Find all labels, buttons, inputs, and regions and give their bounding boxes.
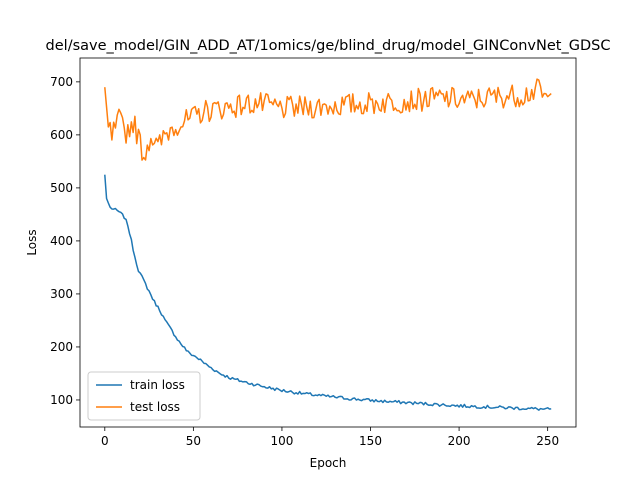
chart-title: del/save_model/GIN_ADD_AT/1omics/ge/blin…	[46, 38, 611, 54]
x-tick-label: 250	[536, 434, 559, 448]
y-tick-label: 200	[50, 340, 73, 354]
legend-label-test-loss: test loss	[130, 400, 180, 414]
y-tick-label: 500	[50, 181, 73, 195]
legend-box	[87, 371, 201, 421]
legend: train loss test loss	[87, 371, 201, 421]
x-tick-label: 150	[359, 434, 382, 448]
plot-area	[79, 57, 577, 428]
x-axis-ticks: 0 50 100 150 200 250	[101, 427, 559, 448]
y-tick-label: 400	[50, 234, 73, 248]
legend-label-train-loss: train loss	[130, 378, 185, 392]
x-axis-label: Epoch	[310, 456, 347, 470]
axes-frame	[79, 57, 577, 428]
x-tick-label: 100	[270, 434, 293, 448]
y-tick-label: 700	[50, 75, 73, 89]
y-axis-label: Loss	[25, 229, 39, 255]
y-tick-label: 100	[50, 393, 73, 407]
y-axis-ticks: 100 200 300 400 500 600 700	[50, 75, 80, 407]
x-tick-label: 50	[186, 434, 201, 448]
x-tick-label: 0	[101, 434, 109, 448]
x-tick-label: 200	[448, 434, 471, 448]
series-line-test-loss	[104, 78, 552, 161]
y-tick-label: 600	[50, 128, 73, 142]
y-tick-label: 300	[50, 287, 73, 301]
series-line-train-loss	[104, 174, 552, 411]
